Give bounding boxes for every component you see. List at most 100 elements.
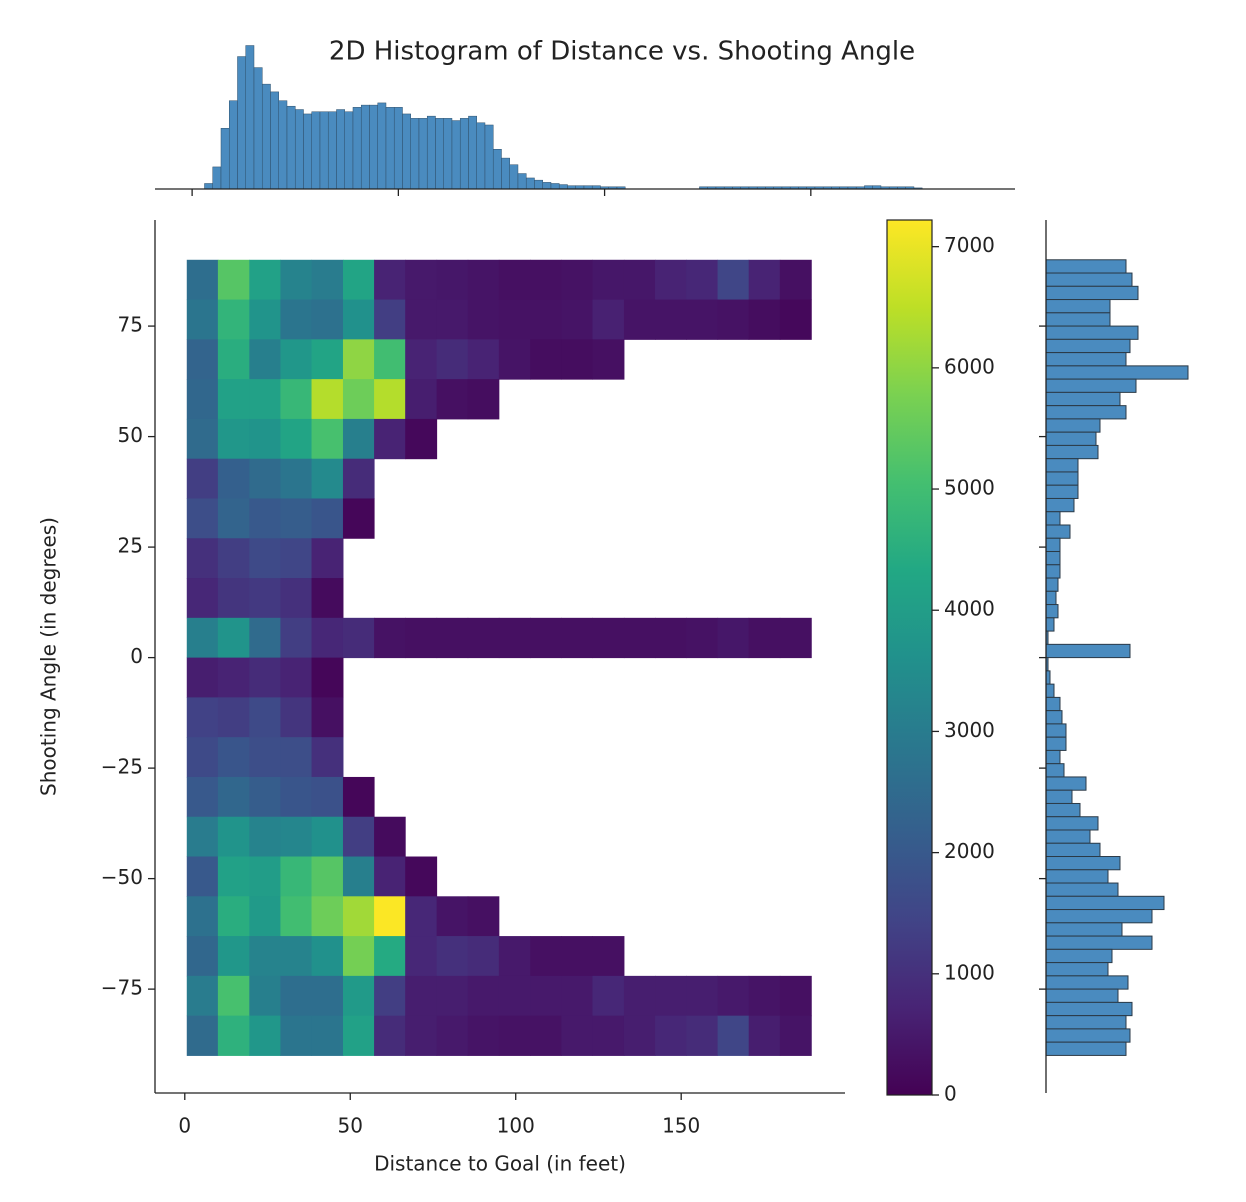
heatmap-cell xyxy=(280,418,313,460)
heatmap-cell xyxy=(217,498,250,539)
heatmap-cell xyxy=(498,259,531,301)
histogram-bar xyxy=(468,115,477,190)
x-tick-label: 100 xyxy=(497,1114,535,1138)
heatmap-cell xyxy=(280,936,313,977)
heatmap-cell xyxy=(655,975,687,1017)
heatmap-cell xyxy=(311,578,344,619)
histogram-bar xyxy=(1045,405,1127,420)
heatmap-cell xyxy=(249,339,281,380)
heatmap-cell xyxy=(561,975,593,1017)
histogram-bar xyxy=(385,107,395,190)
colorbar-tick-label: 0 xyxy=(944,1082,957,1106)
histogram-bar xyxy=(220,128,230,190)
heatmap-cell xyxy=(217,339,250,380)
histogram-bar xyxy=(1045,378,1137,393)
heatmap-cell xyxy=(280,776,313,818)
histogram-bar xyxy=(1045,272,1133,287)
heatmap-cell xyxy=(374,816,406,858)
heatmap-cell xyxy=(592,339,625,380)
histogram-bar xyxy=(1045,829,1091,844)
heatmap-cell xyxy=(280,578,313,619)
heatmap-cell xyxy=(217,816,250,858)
histogram-bar xyxy=(1045,909,1153,924)
histogram-bar xyxy=(402,113,411,190)
heatmap-cell xyxy=(311,975,344,1017)
heatmap-cell xyxy=(280,617,313,659)
heatmap-cell xyxy=(342,1015,375,1056)
heatmap-cell xyxy=(186,458,219,499)
heatmap-cell xyxy=(249,458,281,499)
heatmap-cell xyxy=(249,896,281,937)
y-tick-label: −25 xyxy=(101,755,143,779)
histogram-bar xyxy=(435,118,444,190)
heatmap-cell xyxy=(342,379,375,420)
heatmap-cell xyxy=(748,617,781,659)
heatmap-cell xyxy=(186,737,219,778)
histogram-bar xyxy=(1045,431,1097,446)
histogram-bar xyxy=(311,111,321,190)
heatmap-cell xyxy=(342,856,375,897)
histogram-bar xyxy=(1045,511,1061,526)
histogram-bar xyxy=(336,109,345,190)
histogram-bar xyxy=(1045,710,1063,725)
heatmap-cell xyxy=(342,617,375,659)
heatmap-cell xyxy=(686,259,719,301)
heatmap-cell xyxy=(342,896,375,937)
heatmap-cell xyxy=(405,856,438,897)
heatmap-cell xyxy=(405,299,438,340)
heatmap-cell xyxy=(748,1015,781,1056)
heatmap-cell xyxy=(186,816,219,858)
heatmap-cell xyxy=(405,259,438,301)
heatmap-cell xyxy=(186,299,219,340)
heatmap-cell xyxy=(655,299,687,340)
colorbar-tick-label: 1000 xyxy=(944,960,995,984)
histogram-bar xyxy=(270,91,279,190)
heatmap-cell xyxy=(748,975,781,1017)
heatmap-cell xyxy=(623,1015,656,1056)
heatmap-cell xyxy=(249,975,281,1017)
histogram-bar xyxy=(542,182,552,190)
heatmap-cell xyxy=(217,697,250,738)
histogram-bar xyxy=(1045,802,1081,818)
heatmap-cell xyxy=(561,1015,593,1056)
histogram-bar xyxy=(294,109,304,190)
heatmap-cell xyxy=(249,697,281,738)
histogram-bar xyxy=(1045,365,1189,380)
histogram-bar xyxy=(509,164,519,190)
heatmap-cell xyxy=(779,259,812,301)
heatmap-cell xyxy=(249,538,281,579)
histogram-bar xyxy=(1045,471,1079,486)
heatmap-cell xyxy=(249,259,281,301)
heatmap-cell xyxy=(498,975,531,1017)
heatmap-cell xyxy=(717,975,750,1017)
heatmap-cell xyxy=(436,896,469,937)
heatmap-cell xyxy=(374,339,406,380)
heatmap-cell xyxy=(342,418,375,460)
histogram-bar xyxy=(1045,418,1101,433)
histogram-bar xyxy=(426,115,436,190)
heatmap-cell xyxy=(467,975,500,1017)
heatmap-cell xyxy=(311,1015,344,1056)
histogram-bar xyxy=(1045,391,1121,407)
heatmap-cell xyxy=(530,936,562,977)
histogram-bar xyxy=(1045,869,1109,884)
heatmap-cell xyxy=(623,975,656,1017)
heatmap-cell xyxy=(186,697,219,738)
heatmap-cell xyxy=(186,578,219,619)
histogram-bar xyxy=(1045,1028,1131,1043)
heatmap-cell xyxy=(186,538,219,579)
heatmap-cell xyxy=(436,259,469,301)
heatmap-cell xyxy=(374,936,406,977)
heatmap-cell xyxy=(311,657,344,698)
heatmap-cell xyxy=(186,379,219,420)
heatmap-cell xyxy=(217,299,250,340)
histogram-bar xyxy=(1045,882,1119,897)
histogram-bar xyxy=(1045,577,1059,592)
heatmap-cell xyxy=(374,259,406,301)
heatmap-cell xyxy=(249,418,281,460)
heatmap-cell xyxy=(280,816,313,858)
histogram-bar xyxy=(1045,696,1061,712)
heatmap-cell xyxy=(342,339,375,380)
histogram-bar xyxy=(443,118,453,190)
